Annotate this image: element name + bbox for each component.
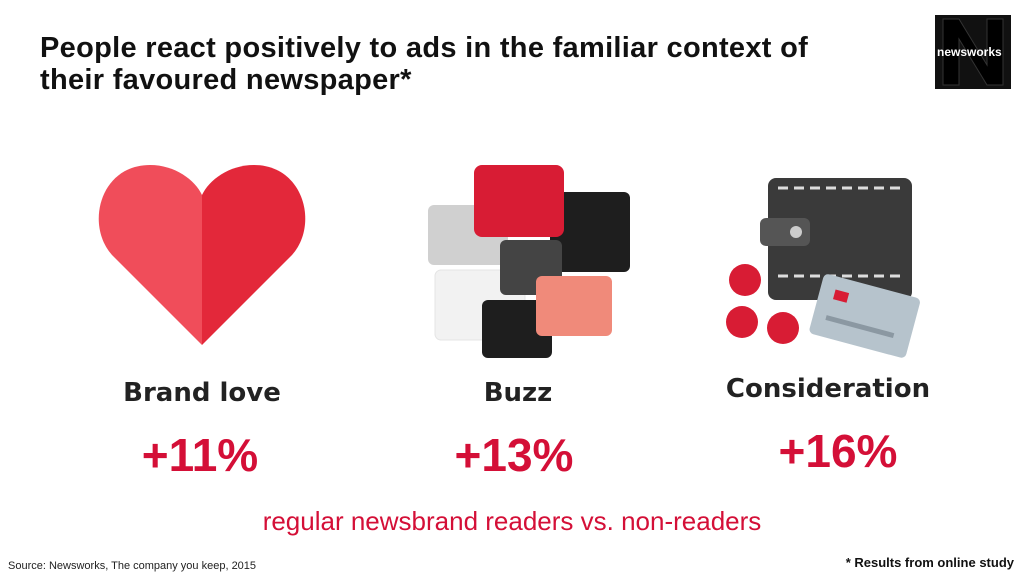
logo-text: newsworks [937,45,1002,59]
item-label: Buzz [483,378,553,408]
item-value: +16% [778,425,898,477]
title: People react positively to ads in the fa… [40,32,809,96]
item-value: +11% [141,429,259,481]
subtitle: regular newsbrand readers vs. non-reader… [262,506,762,536]
item-label: Brand love [123,378,281,408]
logo: newsworks [935,15,1011,89]
wallet-icon [726,178,920,358]
item-label: Consideration [725,374,931,404]
logo-mark [942,18,1004,86]
source: Source: Newsworks, The company you keep,… [8,560,257,572]
footnote: * Results from online study [845,555,1014,570]
item-value: +13% [454,429,574,481]
heart-icon [98,165,306,345]
chat-icon [428,165,630,358]
